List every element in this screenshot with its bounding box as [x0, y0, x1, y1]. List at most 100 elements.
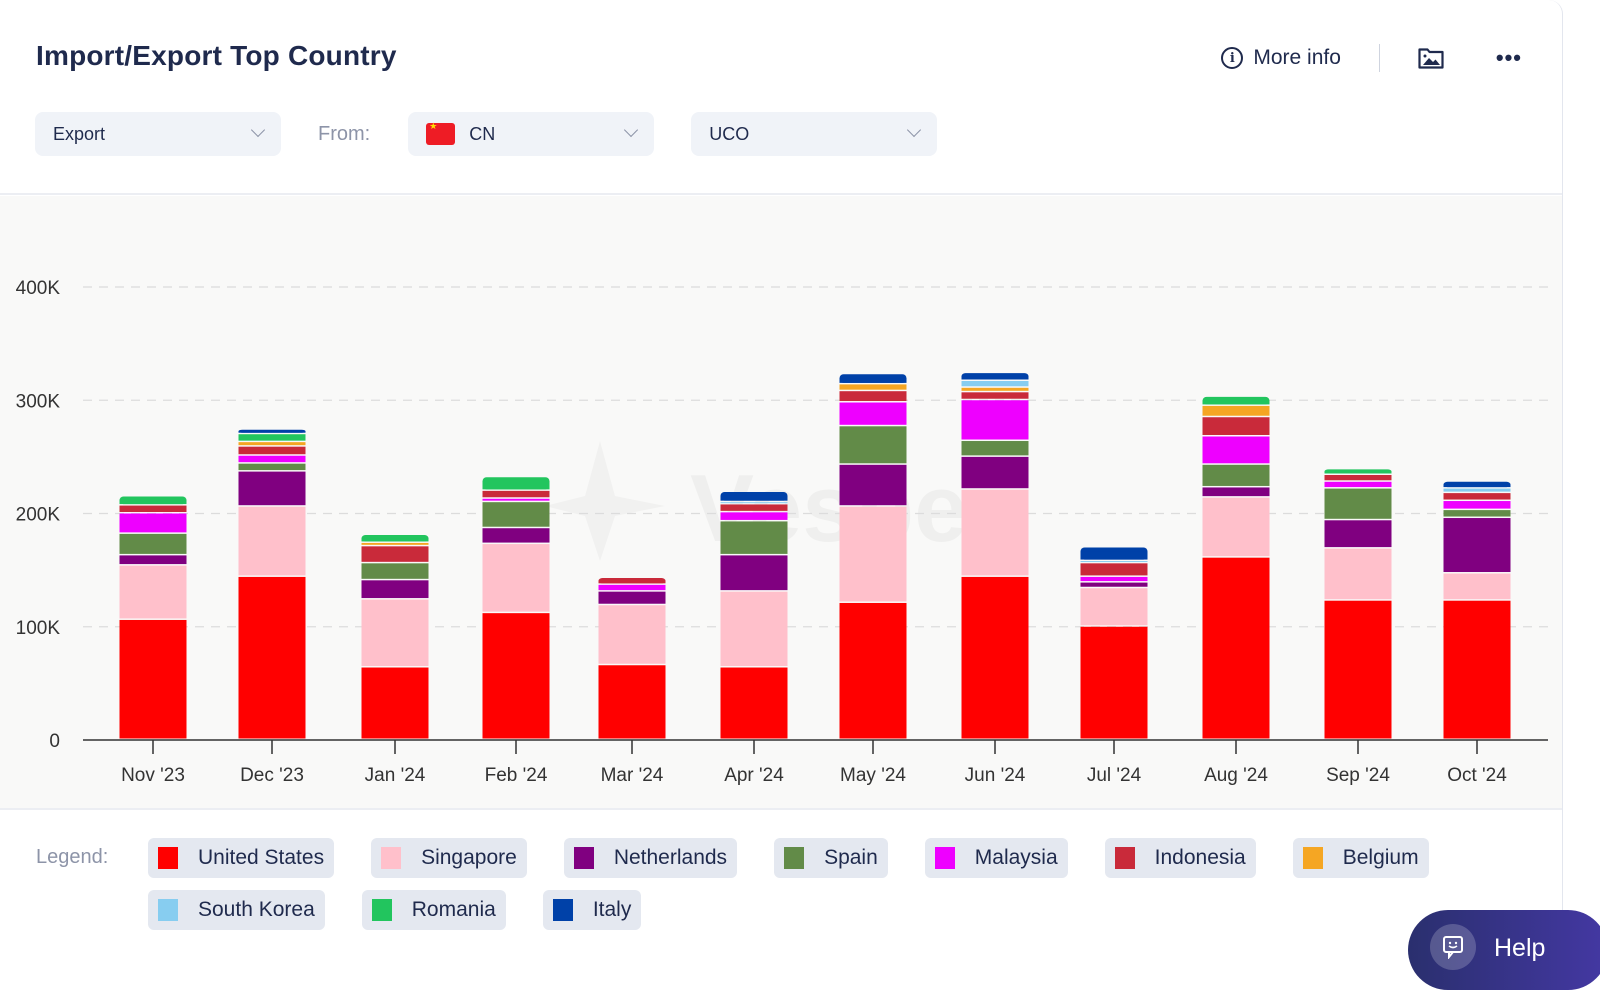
bar-segment-spain[interactable]: Spain: 7000 — [1443, 510, 1511, 517]
legend-item-south-korea[interactable]: South Korea — [148, 890, 325, 930]
bar-segment-singapore[interactable]: Singapore: 67000 — [720, 591, 788, 667]
bar-segment-netherlands[interactable]: Netherlands: 17000 — [361, 580, 429, 599]
bar-segment-malaysia[interactable]: Malaysia: 8000 — [720, 512, 788, 520]
bar-segment-spain[interactable]: Spain: 23000 — [482, 502, 550, 527]
bar-segment-netherlands[interactable]: Netherlands: 12000 — [598, 591, 666, 604]
more-horizontal-icon[interactable]: ••• — [1495, 45, 1522, 70]
bar-segment-singapore[interactable]: Singapore: 62000 — [238, 506, 306, 576]
bar-stack[interactable]: United States: 123000Singapore: 24000Net… — [1443, 481, 1511, 739]
bar-segment-belgium[interactable]: Belgium: 10000 — [1202, 405, 1270, 416]
bar-segment-netherlands[interactable]: Netherlands: 25000 — [1324, 520, 1392, 548]
more-info-button[interactable]: i More info — [1221, 46, 1341, 70]
bar-segment-netherlands[interactable]: Netherlands: 31000 — [238, 471, 306, 506]
bar-stack[interactable]: United States: 112000Singapore: 61000Net… — [482, 477, 550, 739]
bar-segment-spain[interactable]: Spain: 19000 — [119, 533, 187, 554]
bar-segment-south-korea[interactable]: South Korea: 2000 — [1080, 561, 1148, 563]
bar-segment-netherlands[interactable]: Netherlands: 49000 — [1443, 518, 1511, 573]
bar-segment-malaysia[interactable]: Malaysia: 6000 — [1324, 481, 1392, 488]
bar-stack[interactable]: United States: 161000Singapore: 53000Net… — [1202, 396, 1270, 739]
bar-segment-spain[interactable]: Spain: 30000 — [720, 521, 788, 554]
bar-segment-malaysia[interactable]: Malaysia: 18000 — [119, 513, 187, 533]
legend-item-malaysia[interactable]: Malaysia — [924, 838, 1068, 878]
trade-type-select[interactable]: Export — [35, 112, 281, 156]
bar-segment-malaysia[interactable]: Malaysia: 5000 — [1080, 576, 1148, 582]
legend-item-spain[interactable]: Spain — [774, 838, 888, 878]
bar-segment-malaysia[interactable]: Malaysia: 6000 — [598, 584, 666, 591]
bar-segment-netherlands[interactable]: Netherlands: 37000 — [839, 464, 907, 506]
bar-segment-singapore[interactable]: Singapore: 53000 — [1202, 497, 1270, 557]
legend-item-united-states[interactable]: United States — [148, 838, 335, 878]
bar-segment-south-korea[interactable]: South Korea: 2000 — [720, 502, 788, 504]
bar-segment-malaysia[interactable]: Malaysia: 21000 — [839, 402, 907, 425]
bar-stack[interactable]: United States: 66000Singapore: 53000Neth… — [598, 578, 666, 739]
bar-segment-singapore[interactable]: Singapore: 48000 — [119, 565, 187, 619]
bar-segment-netherlands[interactable]: Netherlands: 5000 — [1080, 582, 1148, 587]
bar-segment-united-states[interactable]: United States: 144000 — [238, 576, 306, 739]
bar-segment-indonesia[interactable]: Indonesia: 10000 — [839, 391, 907, 402]
bar-segment-belgium[interactable]: Belgium: 3000 — [361, 542, 429, 545]
bar-segment-indonesia[interactable]: Indonesia: 7000 — [720, 504, 788, 511]
bar-segment-belgium[interactable]: Belgium: 4000 — [961, 387, 1029, 391]
legend-item-italy[interactable]: Italy — [542, 890, 642, 930]
bar-segment-spain[interactable]: Spain: 34000 — [839, 426, 907, 464]
bar-segment-south-korea[interactable]: South Korea: 6000 — [961, 380, 1029, 387]
bar-segment-united-states[interactable]: United States: 64000 — [720, 667, 788, 739]
bar-segment-spain[interactable]: Spain: 20000 — [1202, 464, 1270, 486]
bar-segment-indonesia[interactable]: Indonesia: 7000 — [119, 505, 187, 512]
bar-segment-united-states[interactable]: United States: 64000 — [361, 667, 429, 739]
bar-stack[interactable]: United States: 64000Singapore: 67000Neth… — [720, 491, 788, 739]
bar-stack[interactable]: United States: 106000Singapore: 48000Net… — [119, 496, 187, 739]
bar-segment-malaysia[interactable]: Malaysia: 3000 — [482, 498, 550, 501]
bar-segment-singapore[interactable]: Singapore: 77000 — [961, 489, 1029, 576]
bar-segment-malaysia[interactable]: Malaysia: 25000 — [1202, 436, 1270, 464]
bar-segment-belgium[interactable]: Belgium: 4000 — [238, 442, 306, 446]
bar-segment-united-states[interactable]: United States: 112000 — [482, 613, 550, 739]
bar-segment-romania[interactable]: Romania: 7000 — [238, 434, 306, 441]
bar-segment-netherlands[interactable]: Netherlands: 29000 — [961, 456, 1029, 489]
bar-segment-singapore[interactable]: Singapore: 24000 — [1443, 573, 1511, 600]
bar-segment-united-states[interactable]: United States: 121000 — [839, 602, 907, 739]
bar-segment-spain[interactable]: Spain: 7000 — [238, 463, 306, 471]
bar-segment-spain[interactable]: Spain: 15000 — [361, 563, 429, 579]
product-select[interactable]: UCO — [691, 112, 938, 156]
bar-stack[interactable]: United States: 64000Singapore: 60000Neth… — [361, 535, 429, 739]
bar-stack[interactable]: United States: 144000Singapore: 62000Net… — [238, 429, 306, 739]
bar-segment-indonesia[interactable]: Indonesia: 7000 — [961, 392, 1029, 399]
bar-segment-indonesia[interactable]: Indonesia: 8000 — [238, 446, 306, 455]
bar-segment-united-states[interactable]: United States: 144000 — [961, 576, 1029, 739]
bar-segment-netherlands[interactable]: Netherlands: 9000 — [1202, 487, 1270, 497]
bar-segment-singapore[interactable]: Singapore: 53000 — [598, 605, 666, 664]
bar-segment-indonesia[interactable]: Indonesia: 17000 — [1202, 417, 1270, 435]
bar-segment-singapore[interactable]: Singapore: 34000 — [1080, 588, 1148, 626]
bar-segment-malaysia[interactable]: Malaysia: 7000 — [238, 455, 306, 463]
bar-segment-united-states[interactable]: United States: 106000 — [119, 619, 187, 739]
bar-segment-indonesia[interactable]: Indonesia: 12000 — [1080, 563, 1148, 576]
bar-segment-indonesia[interactable]: Indonesia: 7000 — [482, 490, 550, 498]
bar-segment-malaysia[interactable]: Malaysia: 36000 — [961, 400, 1029, 440]
bar-segment-spain[interactable]: Spain: 28000 — [1324, 488, 1392, 519]
legend-item-indonesia[interactable]: Indonesia — [1104, 838, 1256, 878]
bar-segment-united-states[interactable]: United States: 123000 — [1443, 600, 1511, 739]
bar-segment-netherlands[interactable]: Netherlands: 9000 — [119, 555, 187, 565]
bar-segment-united-states[interactable]: United States: 123000 — [1324, 600, 1392, 739]
bar-segment-united-states[interactable]: United States: 161000 — [1202, 557, 1270, 739]
legend-item-netherlands[interactable]: Netherlands — [563, 838, 738, 878]
bar-segment-singapore[interactable]: Singapore: 46000 — [1324, 548, 1392, 600]
bar-segment-singapore[interactable]: Singapore: 61000 — [482, 544, 550, 612]
image-folder-icon[interactable] — [1418, 47, 1444, 69]
legend-item-belgium[interactable]: Belgium — [1292, 838, 1429, 878]
bar-segment-singapore[interactable]: Singapore: 85000 — [839, 506, 907, 602]
bar-segment-singapore[interactable]: Singapore: 60000 — [361, 599, 429, 667]
bar-segment-spain[interactable]: Spain: 14000 — [961, 441, 1029, 456]
legend-item-romania[interactable]: Romania — [361, 890, 506, 930]
legend-item-singapore[interactable]: Singapore — [371, 838, 527, 878]
bar-stack[interactable]: United States: 121000Singapore: 85000Net… — [839, 374, 907, 739]
bar-segment-united-states[interactable]: United States: 66000 — [598, 665, 666, 739]
bar-stack[interactable]: United States: 144000Singapore: 77000Net… — [961, 373, 1029, 739]
bar-segment-indonesia[interactable]: Indonesia: 6000 — [1324, 474, 1392, 481]
bar-segment-malaysia[interactable]: Malaysia: 8000 — [1443, 501, 1511, 509]
bar-segment-south-korea[interactable]: South Korea: 4000 — [1443, 488, 1511, 492]
country-select[interactable]: CN — [408, 112, 655, 156]
bar-stack[interactable]: United States: 100000Singapore: 34000Net… — [1080, 547, 1148, 739]
bar-segment-united-states[interactable]: United States: 100000 — [1080, 626, 1148, 739]
